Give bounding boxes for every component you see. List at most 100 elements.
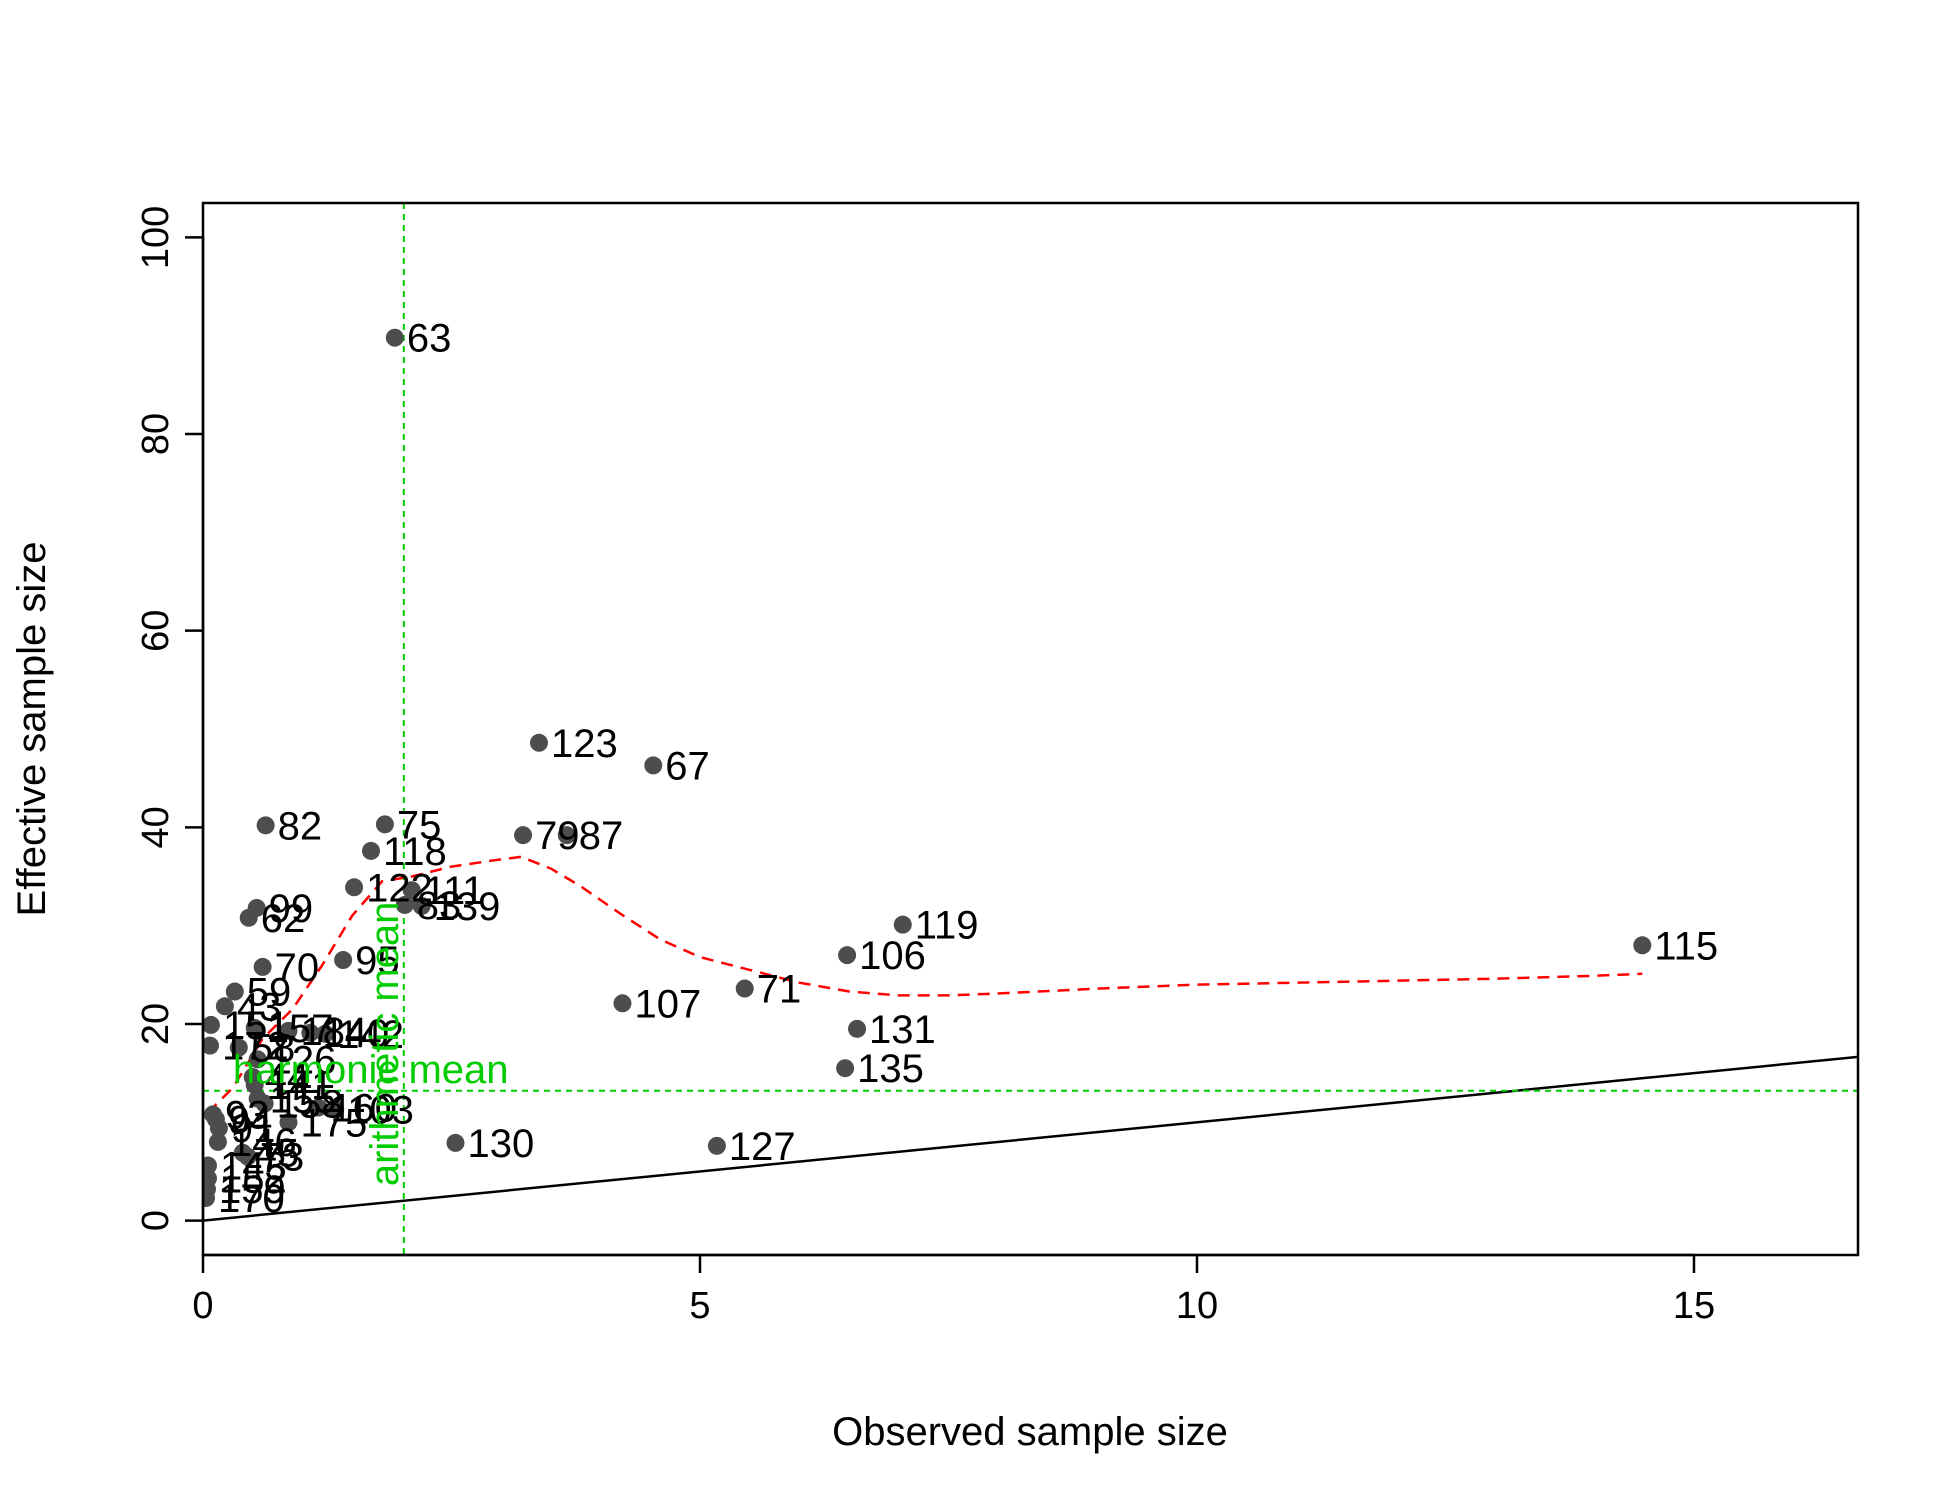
y-tick-label: 0 xyxy=(135,1210,177,1231)
data-point xyxy=(838,946,857,965)
plot-content xyxy=(203,203,1858,1255)
point-label: 184 xyxy=(300,1010,367,1054)
point-label: 59 xyxy=(247,971,292,1015)
data-point xyxy=(345,878,364,897)
point-label: 91 xyxy=(231,1107,276,1151)
data-point xyxy=(361,841,380,860)
point-label: 107 xyxy=(634,982,701,1026)
point-label: 131 xyxy=(869,1008,936,1052)
data-point xyxy=(557,826,576,845)
point-label: 45 xyxy=(255,1132,300,1176)
data-point xyxy=(215,997,234,1016)
x-tick-label: 0 xyxy=(192,1285,213,1327)
point-label: 142 xyxy=(337,1013,404,1057)
data-point xyxy=(256,816,275,835)
point-label: 160 xyxy=(330,1087,397,1131)
point-label: 155 xyxy=(270,1078,337,1122)
data-point xyxy=(848,1019,867,1038)
data-point xyxy=(229,1038,248,1057)
arithmetic-mean-label: arithmetic mean xyxy=(363,902,407,1187)
point-label: 143 xyxy=(220,1145,287,1189)
point-label: 93 xyxy=(225,1093,270,1137)
y-tick-label: 100 xyxy=(135,206,177,269)
point-label: 118 xyxy=(383,830,447,874)
identity-line xyxy=(203,1055,1858,1222)
y-tick-label: 20 xyxy=(135,1003,177,1045)
point-label: 83 xyxy=(417,884,462,928)
point-label: 119 xyxy=(915,904,979,948)
point-label: 140 xyxy=(322,1012,389,1056)
point-label: 95 xyxy=(355,939,400,983)
point-label: 87 xyxy=(579,814,624,858)
data-point xyxy=(245,1018,264,1037)
x-tick-label: 15 xyxy=(1673,1285,1715,1327)
data-point xyxy=(412,896,431,915)
data-point xyxy=(279,1113,298,1132)
point-label: 151 xyxy=(223,1004,290,1048)
point-label: 71 xyxy=(757,968,802,1012)
data-point xyxy=(208,1132,227,1151)
point-label: 115 xyxy=(1654,924,1718,968)
data-point xyxy=(735,979,754,998)
point-label: 44 xyxy=(265,1056,310,1100)
data-point xyxy=(203,1015,220,1034)
x-tick-label: 10 xyxy=(1176,1285,1218,1327)
point-label: 172 xyxy=(222,1025,289,1069)
data-point xyxy=(514,826,533,845)
data-point xyxy=(1633,936,1652,955)
point-label: 158 xyxy=(277,1083,344,1127)
point-label: 70 xyxy=(275,946,320,990)
point-label: 139 xyxy=(434,885,501,929)
data-point xyxy=(707,1136,726,1155)
point-label: 152 xyxy=(220,1157,287,1201)
point-label: 94 xyxy=(228,1098,273,1142)
data-point xyxy=(238,1147,257,1166)
point-label: 175 xyxy=(300,1101,367,1145)
data-point xyxy=(279,1021,298,1040)
data-point xyxy=(529,733,548,752)
point-label: 73 xyxy=(260,1136,305,1180)
point-label: 62 xyxy=(261,897,306,941)
data-point xyxy=(248,1050,267,1069)
data-point xyxy=(301,1023,320,1042)
data-point xyxy=(334,951,353,970)
data-point xyxy=(375,815,394,834)
smooth-curve xyxy=(207,855,1643,1114)
data-point xyxy=(326,1100,345,1119)
point-label: 58 xyxy=(251,1027,296,1071)
data-point xyxy=(395,895,414,914)
y-tick-label: 60 xyxy=(135,610,177,652)
data-point xyxy=(203,1036,219,1055)
data-point xyxy=(613,994,632,1013)
plot-frame xyxy=(201,201,1860,1257)
data-point xyxy=(203,1188,215,1207)
data-point xyxy=(446,1133,465,1152)
point-label: 130 xyxy=(467,1122,534,1166)
point-label: 79 xyxy=(535,814,580,858)
x-tick-label: 5 xyxy=(689,1285,710,1327)
data-point xyxy=(239,908,258,927)
data-point xyxy=(836,1059,855,1078)
axis-layer: 0 5 10 15 0 20 40 60 80 100 xyxy=(135,206,1715,1327)
data-point xyxy=(316,1024,335,1043)
point-label: 111 xyxy=(424,869,485,913)
point-label: 106 xyxy=(859,934,926,978)
point-label: 99 xyxy=(269,887,314,931)
data-point xyxy=(225,982,244,1001)
data-point xyxy=(309,1098,328,1117)
point-label: 82 xyxy=(278,804,323,848)
point-label: 75 xyxy=(397,803,442,847)
y-axis-title: Effective sample size xyxy=(10,542,54,917)
data-point xyxy=(644,756,663,775)
point-label: 159 xyxy=(219,1168,286,1212)
point-label: 122 xyxy=(366,866,433,910)
data-point xyxy=(245,1075,264,1094)
point-label: 67 xyxy=(665,744,710,788)
point-label: 63 xyxy=(407,317,452,361)
point-label: 127 xyxy=(729,1125,796,1169)
point-label: 157 xyxy=(267,1007,334,1051)
point-label: 123 xyxy=(551,722,618,766)
x-axis-title: Observed sample size xyxy=(832,1410,1228,1454)
